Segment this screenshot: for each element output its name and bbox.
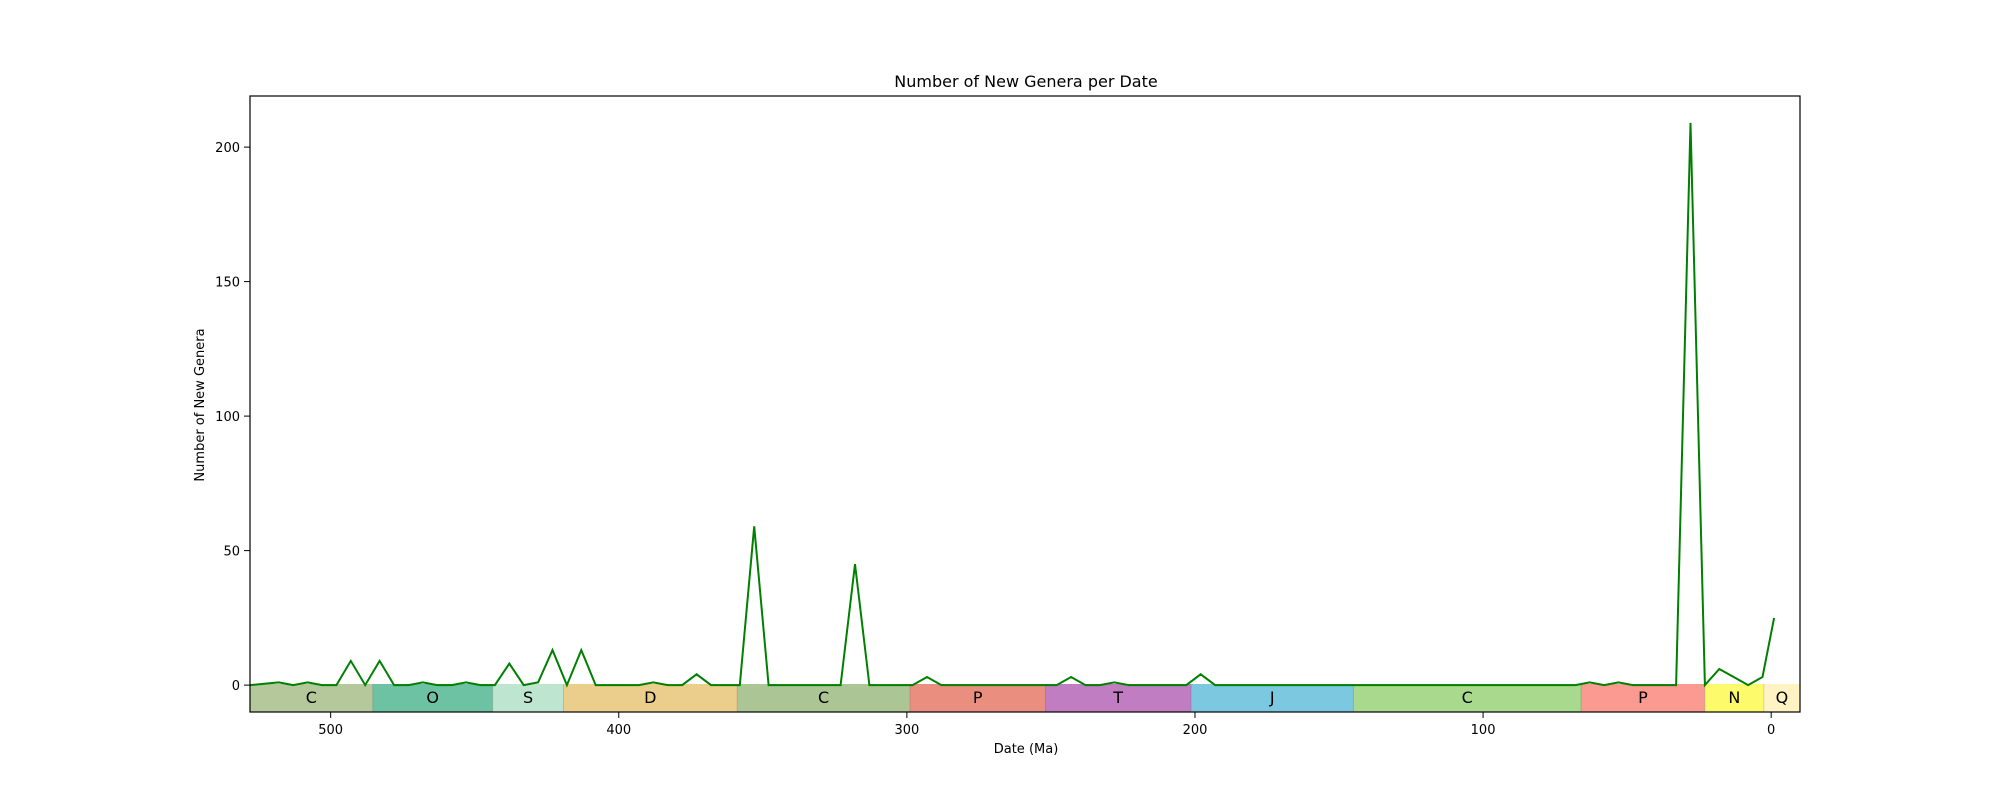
x-tick-label: 300: [894, 723, 919, 738]
series-line-0: [249, 122, 1776, 688]
period-label: C: [1462, 688, 1473, 707]
period-label: C: [306, 688, 317, 707]
period-band-6: [1045, 684, 1191, 712]
x-tick-label: 500: [318, 723, 343, 738]
period-label: N: [1728, 688, 1740, 707]
x-tick-label: 200: [1183, 723, 1208, 738]
period-band-8: [1353, 684, 1582, 712]
x-axis-ticks: 500 400 300 200 100 0: [318, 712, 1775, 738]
x-tick-label: 400: [606, 723, 631, 738]
y-tick-label: 100: [215, 410, 240, 425]
period-label: P: [973, 688, 983, 707]
period-band-4: [737, 684, 911, 712]
period-label: J: [1269, 688, 1275, 707]
y-axis-ticks: 0 50 100 150 200: [215, 141, 250, 694]
series-lines: [249, 122, 1776, 688]
x-tick-label: 100: [1471, 723, 1496, 738]
period-band-9: [1581, 684, 1705, 712]
period-band-10: [1704, 684, 1764, 712]
period-label: O: [426, 688, 439, 707]
period-band-5: [910, 684, 1046, 712]
period-label: P: [1638, 688, 1648, 707]
period-band-0: [250, 684, 373, 712]
y-tick-label: 150: [215, 276, 240, 291]
period-band-7: [1190, 684, 1354, 712]
period-label: T: [1112, 688, 1123, 707]
period-label: Q: [1776, 688, 1789, 707]
plot-frame: [249, 95, 1801, 713]
period-label: C: [818, 688, 829, 707]
x-axis-label: Date (Ma): [994, 742, 1059, 757]
period-band-11: [1763, 684, 1800, 712]
y-axis-label: Number of New Genera: [193, 328, 208, 481]
x-tick-label: 0: [1767, 723, 1775, 738]
period-band-3: [563, 684, 738, 712]
y-tick-label: 50: [223, 545, 240, 560]
period-label: S: [523, 688, 533, 707]
y-tick-label: 0: [232, 679, 240, 694]
period-band-2: [492, 684, 564, 712]
period-label: D: [644, 688, 656, 707]
y-tick-label: 200: [215, 141, 240, 156]
period-band-1: [372, 684, 493, 712]
chart-title: Number of New Genera per Date: [894, 72, 1157, 91]
